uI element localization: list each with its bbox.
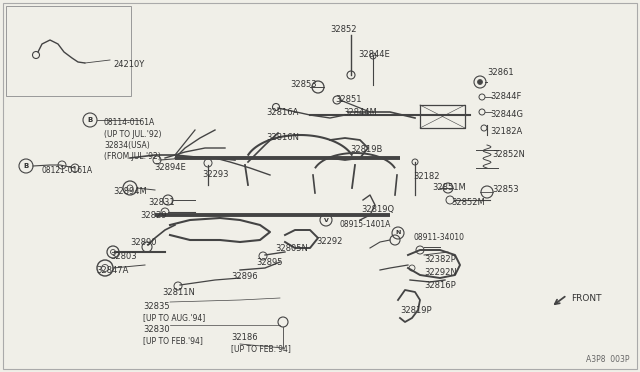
Text: B: B [24,163,29,169]
Text: 08911-34010: 08911-34010 [413,233,464,242]
Text: 32186: 32186 [231,333,258,342]
Text: 32830: 32830 [143,325,170,334]
Text: 32895: 32895 [256,258,282,267]
Bar [6,6,131,96]
Text: 32861: 32861 [487,68,514,77]
Text: B: B [88,117,93,123]
Text: FRONT: FRONT [571,294,602,303]
Text: 32894E: 32894E [154,163,186,172]
Text: 32831: 32831 [148,198,175,207]
Text: 32811N: 32811N [162,288,195,297]
Text: 08114-0161A: 08114-0161A [104,118,156,127]
Text: 32819P: 32819P [400,306,431,315]
Text: 32896: 32896 [231,272,258,281]
Text: 32805N: 32805N [275,244,308,253]
Text: 32853: 32853 [492,185,518,194]
Text: 32844E: 32844E [358,50,390,59]
Text: 24210Y: 24210Y [113,60,144,69]
Text: 32182: 32182 [413,172,440,181]
Text: 32847A: 32847A [96,266,129,275]
Text: 32382P: 32382P [424,255,456,264]
Text: 32835: 32835 [143,302,170,311]
Text: (UP TO JUL.'92): (UP TO JUL.'92) [104,130,161,139]
Text: 32852N: 32852N [492,150,525,159]
Circle shape [477,80,483,84]
Text: A3P8  003P: A3P8 003P [586,355,630,364]
Text: (FROM JUL.'92): (FROM JUL.'92) [104,152,161,161]
Text: 32834(USA): 32834(USA) [104,141,150,150]
Text: 32803: 32803 [110,252,136,261]
Text: 32844G: 32844G [490,110,523,119]
Text: 32844M: 32844M [343,108,377,117]
Text: 32851M: 32851M [432,183,466,192]
Text: 32852: 32852 [330,25,356,34]
Text: 32894M: 32894M [113,187,147,196]
Text: 32819Q: 32819Q [361,205,394,214]
Text: 32816P: 32816P [424,281,456,290]
Text: [UP TO FEB.'94]: [UP TO FEB.'94] [231,344,291,353]
Text: 32816N: 32816N [266,133,299,142]
Text: 32292N: 32292N [424,268,457,277]
Text: 32851: 32851 [335,95,362,104]
Text: 32829: 32829 [140,211,166,220]
Text: [UP TO AUG.'94]: [UP TO AUG.'94] [143,313,205,322]
Text: 32890: 32890 [130,238,157,247]
Text: V: V [324,218,328,222]
Text: 32844F: 32844F [490,92,522,101]
Text: 08915-1401A: 08915-1401A [340,220,392,229]
Text: 32293: 32293 [202,170,228,179]
Text: N: N [396,231,401,235]
Text: 32852M: 32852M [451,198,484,207]
Text: [UP TO FEB.'94]: [UP TO FEB.'94] [143,336,203,345]
Text: 32853: 32853 [290,80,317,89]
Text: 32819B: 32819B [350,145,382,154]
Text: 32816A: 32816A [266,108,298,117]
Text: 32182A: 32182A [490,127,522,136]
Text: 08121-0161A: 08121-0161A [42,166,93,175]
Text: 32292: 32292 [316,237,342,246]
